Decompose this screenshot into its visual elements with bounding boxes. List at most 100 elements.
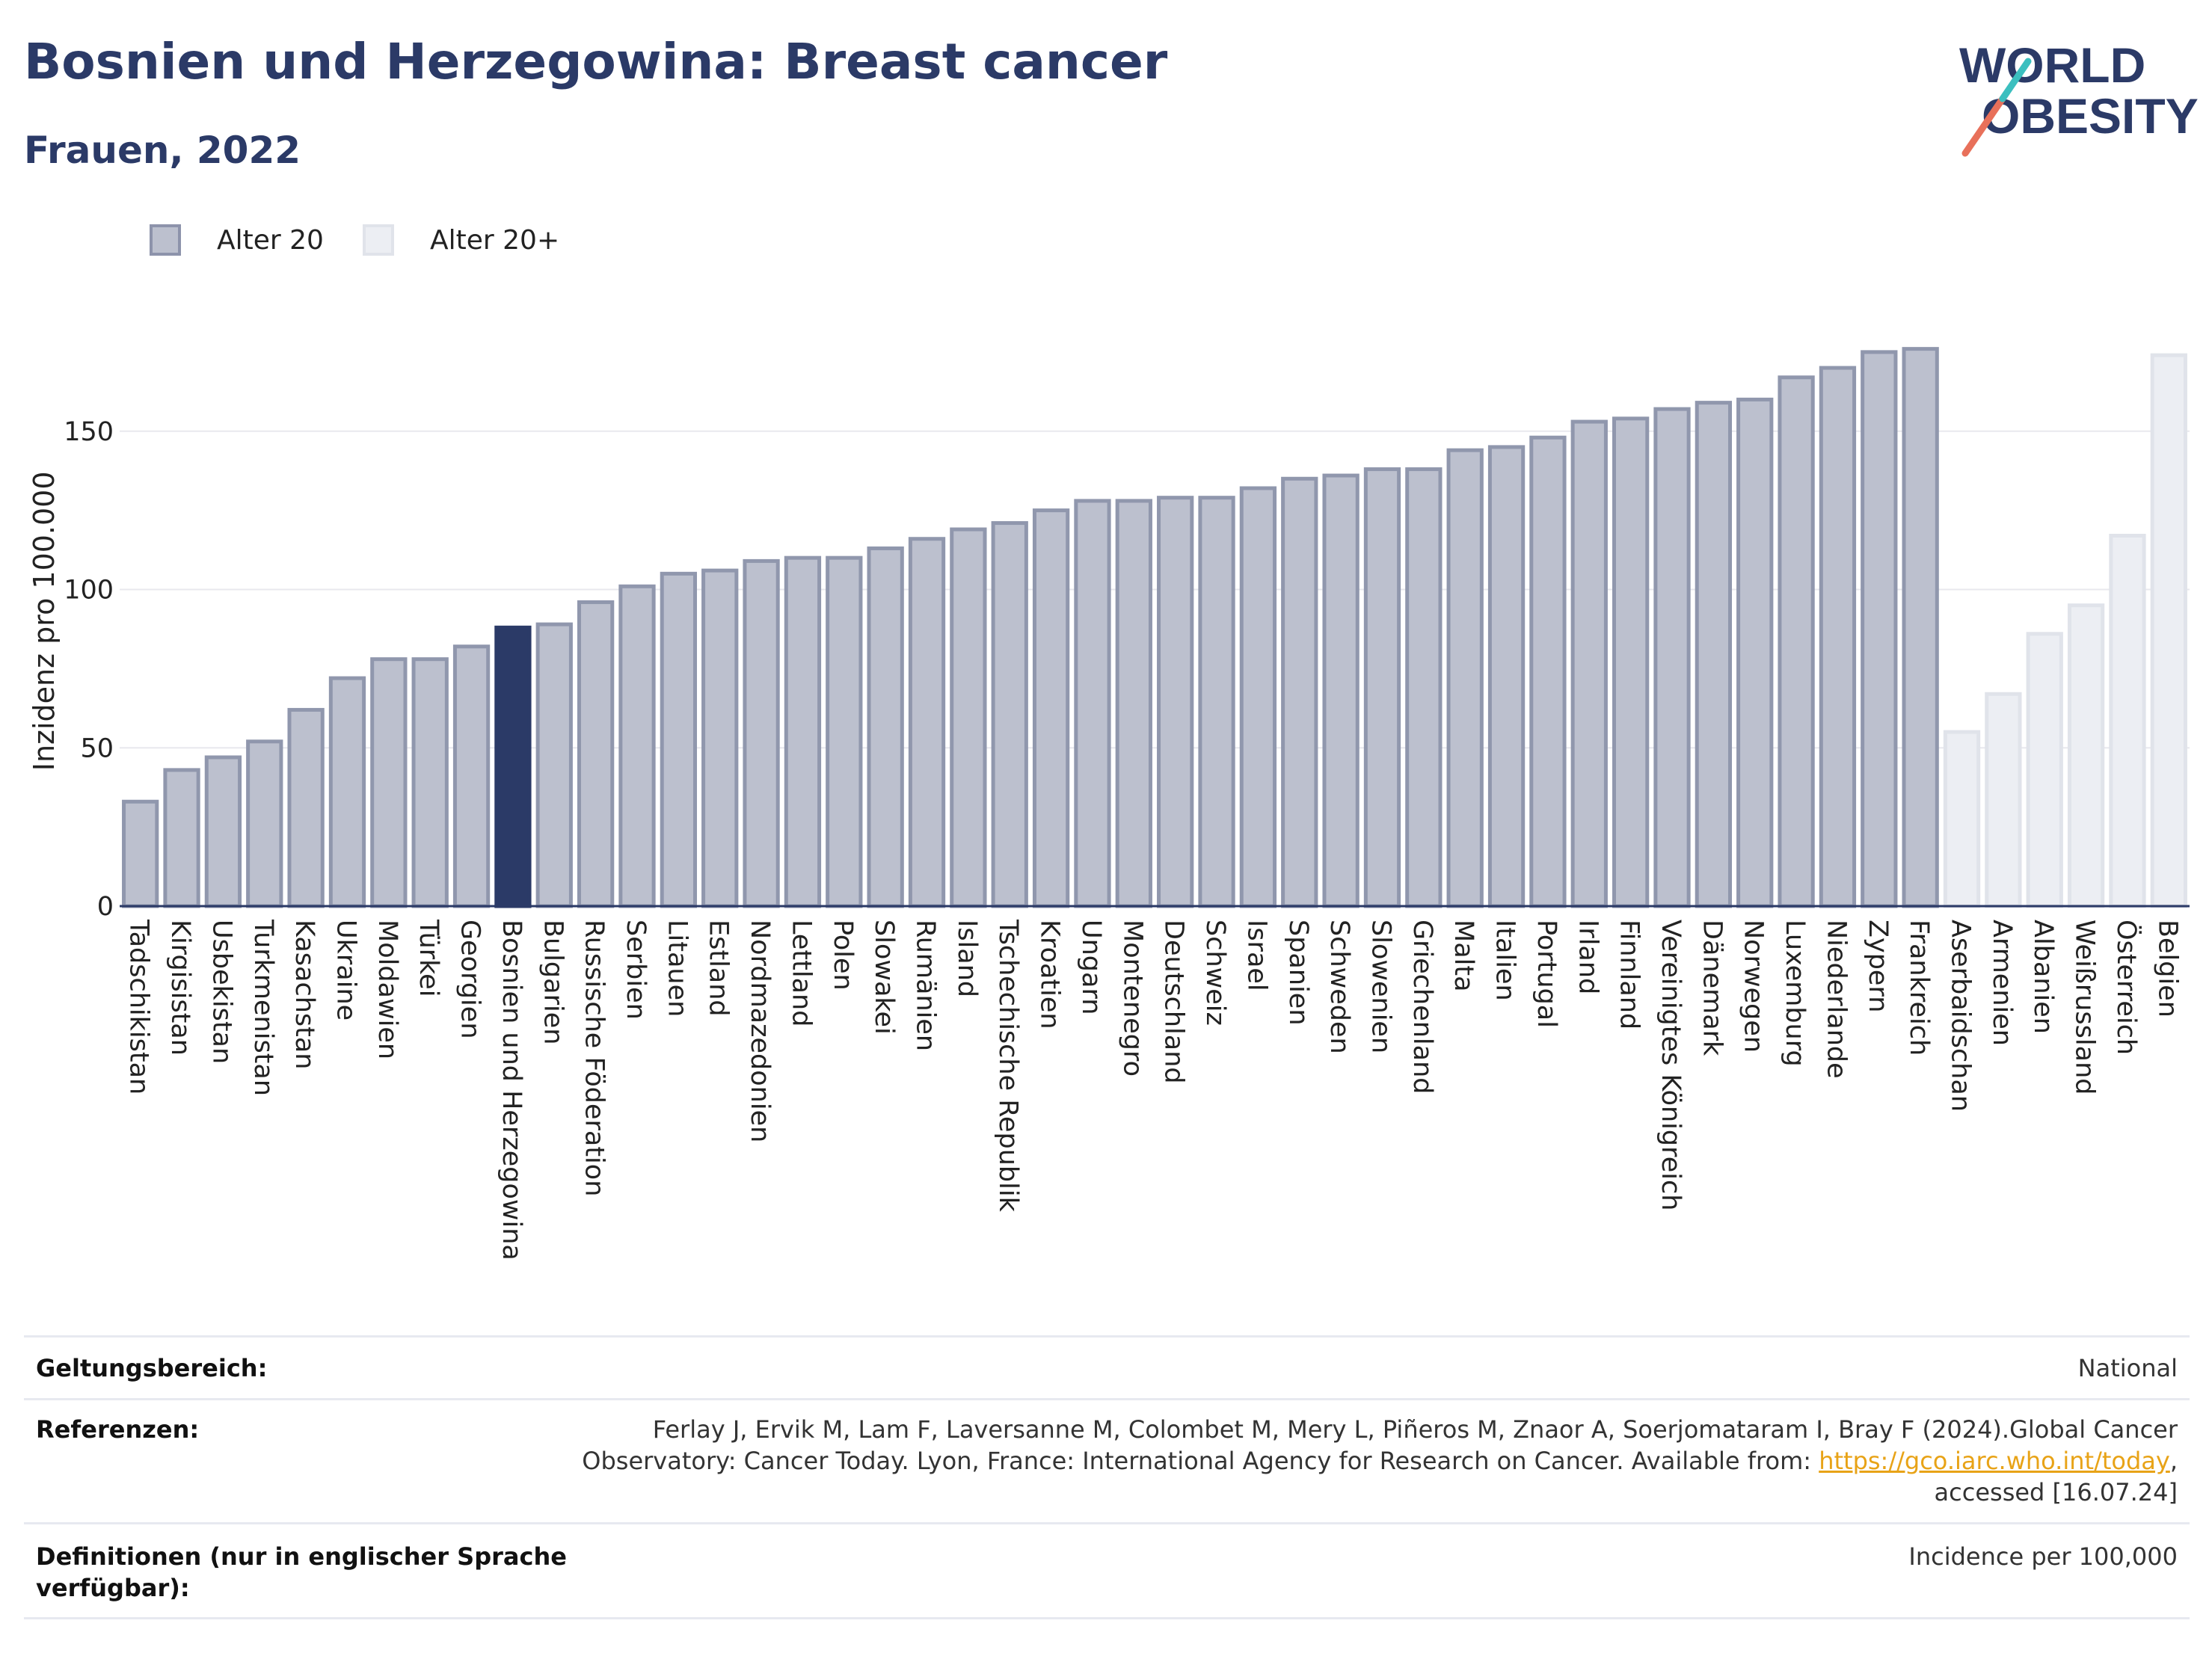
x-tick-label: Schweiz [1200, 920, 1230, 1026]
x-tick-label: Lettland [786, 920, 816, 1026]
x-tick-label: Luxemburg [1780, 920, 1810, 1067]
bar [2109, 534, 2146, 908]
x-tick-label: Litauen [662, 920, 692, 1017]
bar [1032, 508, 1070, 908]
x-tick-label: Portugal [1531, 920, 1561, 1028]
x-tick-label: Italien [1490, 920, 1520, 1001]
references-line2: Observatory: Cancer Today. Lyon, France:… [582, 1445, 2178, 1477]
x-tick-label: Frankreich [1904, 920, 1934, 1056]
x-tick-label: Slowenien [1365, 920, 1395, 1053]
x-tick-label: Vereinigtes Königreich [1656, 920, 1686, 1210]
x-tick-label: Tadschikistan [124, 919, 154, 1095]
x-tick-label: Kirgisistan [165, 920, 195, 1056]
bar [246, 739, 283, 908]
x-tick-label: Island [952, 920, 982, 997]
bar [1157, 496, 1194, 908]
bar [1819, 366, 1857, 908]
bar [1985, 692, 2022, 908]
x-tick-label: Tschechische Republik [993, 919, 1023, 1213]
x-tick-label: Polen [828, 920, 858, 991]
references-line3: accessed [16.07.24] [1934, 1478, 2178, 1506]
meta-row-definitions: Definitionen (nur in englischer Sprache … [24, 1522, 2190, 1619]
bar [287, 707, 325, 908]
bar [494, 625, 532, 908]
chart-title: Bosnien und Herzegowina: Breast cancer [24, 33, 1168, 90]
bar [1446, 448, 1484, 908]
bar [1695, 401, 1733, 908]
bar [1487, 445, 1526, 908]
bar [411, 657, 449, 908]
x-tick-label: Kroatien [1035, 920, 1065, 1029]
references-line2-suffix: , [2169, 1447, 2178, 1475]
legend-swatch-alter-20-plus [363, 224, 394, 256]
bar [204, 755, 242, 908]
x-tick-label: Turkmenistan [248, 919, 278, 1096]
y-tick-label: 0 [97, 892, 114, 922]
x-tick-label: Israel [1241, 920, 1271, 991]
references-value: Ferlay J, Ervik M, Lam F, Laversanne M, … [582, 1414, 2178, 1508]
bar [743, 558, 780, 908]
x-tick-label: Estland [704, 920, 734, 1017]
x-tick-label: Deutschland [1159, 920, 1189, 1084]
logo-line1: WORLD [1959, 37, 2145, 93]
bar [1943, 730, 1981, 908]
bar [1115, 499, 1152, 908]
definitions-value: Incidence per 100,000 [1908, 1542, 2178, 1571]
bar [1902, 347, 1939, 908]
bar [1778, 375, 1815, 908]
bar [535, 622, 573, 908]
bar [452, 644, 491, 908]
bar [328, 676, 366, 908]
definitions-label-line1: Definitionen (nur in englischer Sprache [36, 1542, 567, 1571]
bar [1322, 473, 1360, 908]
x-tick-label: Bulgarien [538, 920, 568, 1044]
x-tick-label: Dänemark [1697, 920, 1727, 1056]
x-tick-label: Spanien [1283, 920, 1313, 1026]
x-tick-label: Weißrussland [2070, 920, 2100, 1095]
chart-subtitle: Frauen, 2022 [24, 129, 301, 172]
x-tick-label: Bosnien und Herzegowina [497, 920, 526, 1261]
x-tick-label: Türkei [414, 919, 443, 997]
y-axis-title: Inzidenz pro 100.000 [28, 471, 61, 771]
x-tick-label: Serbien [621, 920, 651, 1020]
bar [1570, 419, 1608, 908]
x-tick-label: Österreich [2111, 920, 2142, 1055]
meta-row-scope: Geltungsbereich: National [24, 1335, 2190, 1400]
x-tick-label: Nordmazedonien [745, 920, 775, 1142]
bar [2150, 353, 2187, 908]
world-obesity-logo: WORLD OBESITY [1959, 37, 2199, 157]
y-tick-label: 50 [80, 733, 114, 763]
bar [1281, 476, 1318, 908]
bar [1363, 467, 1401, 908]
x-tick-label: Ungarn [1076, 920, 1106, 1015]
x-tick-label: Finnland [1615, 920, 1644, 1029]
y-tick-label: 100 [64, 576, 114, 606]
x-tick-label: Ukraine [331, 920, 360, 1021]
x-tick-label: Zypern [1863, 920, 1893, 1012]
x-tick-label: Aserbaidschan [1946, 920, 1976, 1112]
bar [1529, 435, 1567, 908]
bar [867, 546, 904, 908]
bar [2067, 603, 2105, 908]
bar [1653, 407, 1691, 908]
references-line2-prefix: Observatory: Cancer Today. Lyon, France:… [582, 1447, 1819, 1475]
x-tick-label: Kasachstan [289, 920, 319, 1069]
bar [1074, 499, 1111, 908]
x-tick-label: Armenien [1987, 920, 2017, 1046]
meta-row-references: Referenzen: Ferlay J, Ervik M, Lam F, La… [24, 1398, 2190, 1524]
references-line1: Ferlay J, Ervik M, Lam F, Laversanne M, … [652, 1415, 2178, 1444]
x-tick-label: Usbekistan [206, 920, 236, 1064]
x-tick-label: Griechenland [1407, 920, 1437, 1094]
bar [1612, 416, 1650, 908]
bar [950, 527, 987, 908]
scope-value: National [2077, 1354, 2178, 1382]
bar [370, 657, 408, 908]
bar [2026, 632, 2063, 908]
legend-label: Alter 20 [217, 225, 324, 256]
bar [908, 537, 946, 908]
x-tick-label: Norwegen [1739, 920, 1769, 1053]
legend-swatch-alter-20 [150, 224, 181, 256]
bar [826, 555, 863, 908]
references-link[interactable]: https://gco.iarc.who.int/today [1819, 1447, 2170, 1475]
